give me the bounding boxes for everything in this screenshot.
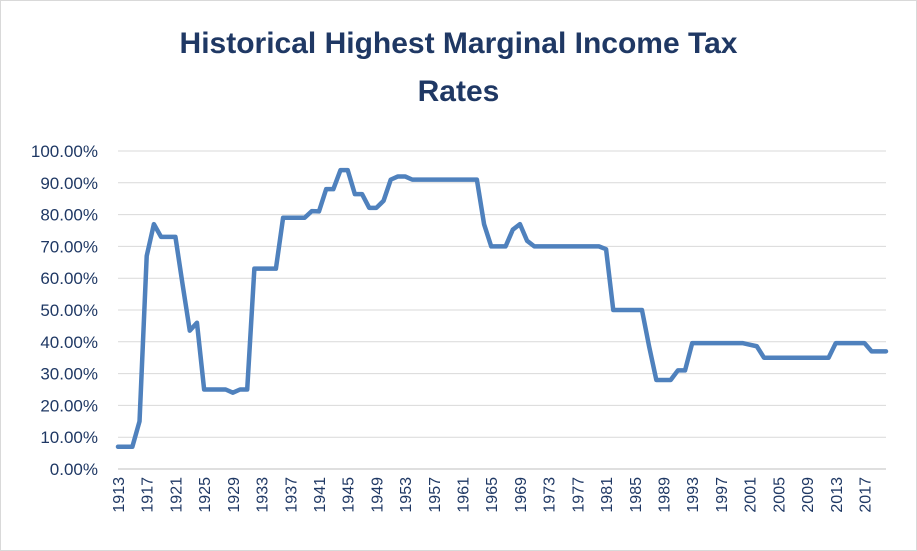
x-tick-label: 2009 bbox=[800, 477, 817, 513]
x-tick-label: 1961 bbox=[456, 477, 473, 513]
y-tick-label: 60.00% bbox=[40, 269, 98, 288]
y-axis-tick-labels: 0.00% 10.00% 20.00% 30.00% 40.00% 50.00% 60.00… bbox=[31, 142, 98, 479]
gridlines bbox=[118, 150, 886, 470]
x-tick-label: 1941 bbox=[312, 477, 329, 513]
x-tick-label: 1913 bbox=[111, 477, 128, 513]
x-tick-label: 1969 bbox=[513, 477, 530, 513]
x-tick-label: 1965 bbox=[484, 477, 501, 513]
x-tick-label: 1953 bbox=[398, 477, 415, 513]
y-tick-label: 70.00% bbox=[40, 237, 98, 256]
x-tick-label: 1933 bbox=[255, 477, 272, 513]
x-tick-label: 1981 bbox=[599, 477, 616, 513]
x-tick-label: 2001 bbox=[743, 477, 760, 513]
chart-title-line-2: Rates bbox=[417, 75, 500, 108]
y-tick-label: 80.00% bbox=[40, 206, 98, 225]
x-tick-label: 2013 bbox=[829, 477, 846, 513]
x-tick-label: 2017 bbox=[857, 477, 874, 513]
y-tick-label: 90.00% bbox=[40, 174, 98, 193]
x-tick-label: 1977 bbox=[570, 477, 587, 513]
x-tick-label: 2005 bbox=[771, 477, 788, 513]
x-tick-label: 1929 bbox=[226, 477, 243, 513]
x-tick-label: 1957 bbox=[427, 477, 444, 513]
series-line bbox=[115, 167, 889, 449]
x-axis-tick-labels: 1913 1917 1921 1925 1929 1933 1937 1941 1945 1949… bbox=[111, 477, 874, 513]
x-tick-label: 1921 bbox=[168, 477, 185, 513]
x-tick-label: 1997 bbox=[714, 477, 731, 513]
x-tick-label: 1937 bbox=[283, 477, 300, 513]
chart-title: Historical Highest Marginal Income Tax bbox=[179, 27, 738, 60]
y-tick-label: 100.00% bbox=[31, 142, 98, 161]
x-tick-label: 1949 bbox=[369, 477, 386, 513]
x-tick-label: 1945 bbox=[341, 477, 358, 513]
y-tick-label: 40.00% bbox=[40, 333, 98, 352]
x-tick-label: 1973 bbox=[542, 477, 559, 513]
y-tick-label: 20.00% bbox=[40, 396, 98, 415]
y-tick-label: 30.00% bbox=[40, 365, 98, 384]
x-tick-label: 1985 bbox=[628, 477, 645, 513]
x-tick-label: 1993 bbox=[685, 477, 702, 513]
x-tick-label: 1925 bbox=[197, 477, 214, 513]
y-tick-label: 50.00% bbox=[40, 301, 98, 320]
x-tick-label: 1989 bbox=[656, 477, 673, 513]
series-layer bbox=[115, 167, 889, 449]
y-tick-label: 10.00% bbox=[40, 428, 98, 447]
x-tick-label: 1917 bbox=[140, 477, 157, 513]
y-tick-label: 0.00% bbox=[50, 460, 98, 479]
